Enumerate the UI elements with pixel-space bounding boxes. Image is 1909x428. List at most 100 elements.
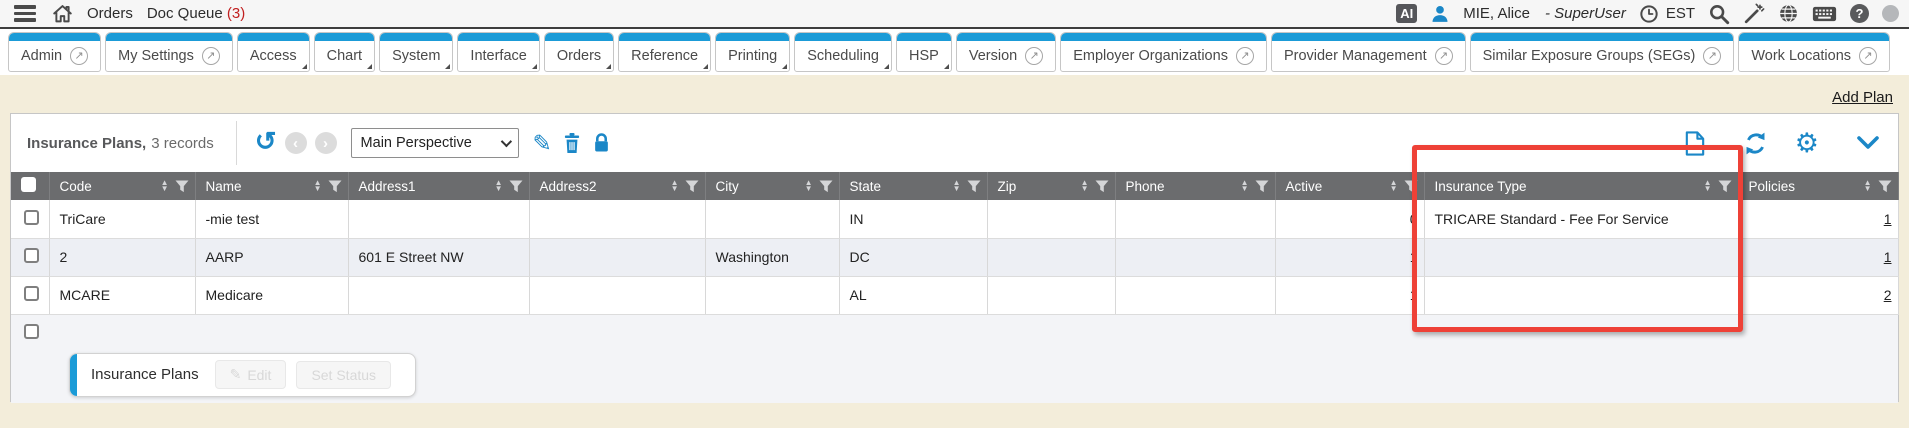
- dropdown-corner-icon: [782, 64, 788, 69]
- dropdown-corner-icon: [445, 64, 451, 69]
- select-all-checkbox[interactable]: [21, 177, 36, 192]
- row-checkbox[interactable]: [24, 209, 40, 225]
- filter-icon[interactable]: [1404, 180, 1418, 193]
- edit-button[interactable]: ✎ Edit: [214, 360, 287, 389]
- home-icon[interactable]: [52, 3, 73, 24]
- sort-icon[interactable]: ▲ ▼: [1240, 178, 1249, 193]
- sort-icon[interactable]: ▲ ▼: [952, 178, 961, 193]
- gear-icon[interactable]: ⚙: [1794, 127, 1819, 158]
- tab-system[interactable]: System: [379, 32, 454, 72]
- column-header-phone[interactable]: Phone ▲ ▼: [1115, 172, 1276, 200]
- pencil-icon: ✎: [229, 366, 242, 382]
- policies-link[interactable]: 2: [1883, 287, 1892, 303]
- tab-admin[interactable]: Admin ↗: [8, 32, 102, 72]
- column-header-code[interactable]: Code ▲ ▼: [49, 172, 196, 200]
- sort-icon[interactable]: ▲ ▼: [494, 178, 503, 193]
- next-perspective-icon[interactable]: ›: [314, 132, 337, 154]
- delete-perspective-icon[interactable]: [562, 132, 582, 154]
- tab-interface[interactable]: Interface: [457, 32, 540, 72]
- sort-icon[interactable]: ▲ ▼: [1703, 178, 1712, 193]
- collapse-chevron-icon[interactable]: [1856, 134, 1880, 152]
- add-plan-link[interactable]: Add Plan: [1832, 89, 1893, 106]
- column-header-active[interactable]: Active ▲ ▼: [1275, 172, 1425, 200]
- tab-hsp[interactable]: HSP: [896, 32, 952, 72]
- sort-icon[interactable]: ▲ ▼: [804, 178, 813, 193]
- help-icon[interactable]: ?: [1850, 4, 1869, 23]
- sort-icon[interactable]: ▲ ▼: [1080, 178, 1089, 193]
- footer-checkbox[interactable]: [24, 323, 39, 339]
- set-status-button[interactable]: Set Status: [296, 360, 392, 389]
- tab-employer-organizations[interactable]: Employer Organizations ↗: [1060, 32, 1267, 72]
- reset-icon[interactable]: ↺: [254, 126, 277, 156]
- keyboard-icon[interactable]: [1812, 4, 1837, 24]
- tab-version[interactable]: Version ↗: [955, 32, 1057, 72]
- policies-link[interactable]: 1: [1883, 249, 1892, 265]
- filter-icon[interactable]: [1878, 180, 1892, 193]
- column-header-policies[interactable]: Policies ▲ ▼: [1738, 172, 1899, 200]
- column-label: Zip: [997, 178, 1017, 194]
- prev-perspective-icon[interactable]: ‹: [284, 132, 307, 154]
- user-icon[interactable]: [1430, 4, 1450, 24]
- tab-provider-management[interactable]: Provider Management ↗: [1270, 32, 1466, 72]
- tab-label: System: [392, 48, 441, 64]
- tab-my-settings[interactable]: My Settings ↗: [105, 32, 233, 72]
- table-row[interactable]: MCARE Medicare AL 1 2: [11, 276, 1899, 315]
- sort-icon[interactable]: ▲ ▼: [1863, 178, 1872, 193]
- external-link-icon: ↗: [1703, 47, 1722, 65]
- filter-icon[interactable]: [328, 180, 342, 193]
- nav-orders[interactable]: Orders: [87, 5, 133, 22]
- filter-icon[interactable]: [1718, 180, 1732, 193]
- edit-perspective-icon[interactable]: ✎: [532, 129, 552, 156]
- sort-icon[interactable]: ▲ ▼: [160, 178, 169, 193]
- perspective-select[interactable]: Main Perspective: [350, 128, 519, 158]
- tab-similar-exposure-groups[interactable]: Similar Exposure Groups (SEGs) ↗: [1469, 32, 1735, 72]
- tab-reference[interactable]: Reference: [618, 32, 712, 72]
- clock-icon[interactable]: [1639, 4, 1659, 24]
- column-label: State: [849, 178, 882, 194]
- column-header-address1[interactable]: Address1 ▲ ▼: [348, 172, 530, 200]
- lock-icon[interactable]: [592, 132, 611, 154]
- tab-printing[interactable]: Printing: [715, 32, 791, 72]
- menu-icon[interactable]: [12, 3, 38, 24]
- row-checkbox[interactable]: [24, 286, 40, 301]
- new-document-icon[interactable]: [1684, 130, 1706, 156]
- globe-icon[interactable]: [1778, 3, 1799, 24]
- top-bar: Orders Doc Queue (3) AI MIE, Alice - Sup…: [0, 0, 1909, 29]
- sort-icon[interactable]: ▲ ▼: [670, 178, 679, 193]
- column-header-name[interactable]: Name ▲ ▼: [195, 172, 349, 200]
- cell-phone: [1115, 238, 1276, 277]
- set-status-button-label: Set Status: [311, 366, 377, 383]
- cell-state: DC: [839, 238, 988, 277]
- row-checkbox[interactable]: [24, 248, 40, 263]
- column-header-address2[interactable]: Address2 ▲ ▼: [529, 172, 706, 200]
- column-header-city[interactable]: City ▲ ▼: [705, 172, 840, 200]
- external-link-icon: ↗: [70, 47, 89, 65]
- column-header-insurance-type[interactable]: Insurance Type ▲ ▼: [1424, 172, 1739, 200]
- tab-work-locations[interactable]: Work Locations ↗: [1738, 32, 1891, 72]
- refresh-icon[interactable]: [1743, 131, 1768, 156]
- column-header-zip[interactable]: Zip ▲ ▼: [987, 172, 1116, 200]
- ai-badge[interactable]: AI: [1396, 3, 1418, 24]
- table-row[interactable]: 2 AARP 601 E Street NW Washington DC 1 1: [11, 238, 1899, 277]
- filter-icon[interactable]: [1095, 180, 1109, 193]
- nav-doc-queue[interactable]: Doc Queue (3): [147, 5, 245, 22]
- filter-icon[interactable]: [1255, 180, 1269, 193]
- table-row[interactable]: TriCare -mie test IN 0 TRICARE Standard …: [11, 200, 1899, 239]
- sort-icon[interactable]: ▲ ▼: [313, 178, 322, 193]
- sort-icon[interactable]: ▲ ▼: [1389, 178, 1398, 193]
- dropdown-corner-icon: [301, 64, 307, 69]
- tab-orders[interactable]: Orders: [543, 32, 615, 72]
- filter-icon[interactable]: [967, 180, 981, 193]
- filter-icon[interactable]: [819, 180, 833, 193]
- filter-icon[interactable]: [175, 180, 189, 193]
- policies-link[interactable]: 1: [1883, 210, 1892, 227]
- search-icon[interactable]: [1708, 3, 1730, 25]
- tab-scheduling[interactable]: Scheduling: [794, 32, 892, 72]
- tab-access[interactable]: Access: [236, 32, 310, 72]
- column-header-state[interactable]: State ▲ ▼: [839, 172, 988, 200]
- filter-icon[interactable]: [509, 180, 523, 193]
- tab-chart[interactable]: Chart: [313, 32, 376, 72]
- presence-indicator[interactable]: [1882, 5, 1899, 22]
- wand-icon[interactable]: [1743, 3, 1765, 25]
- filter-icon[interactable]: [685, 180, 699, 193]
